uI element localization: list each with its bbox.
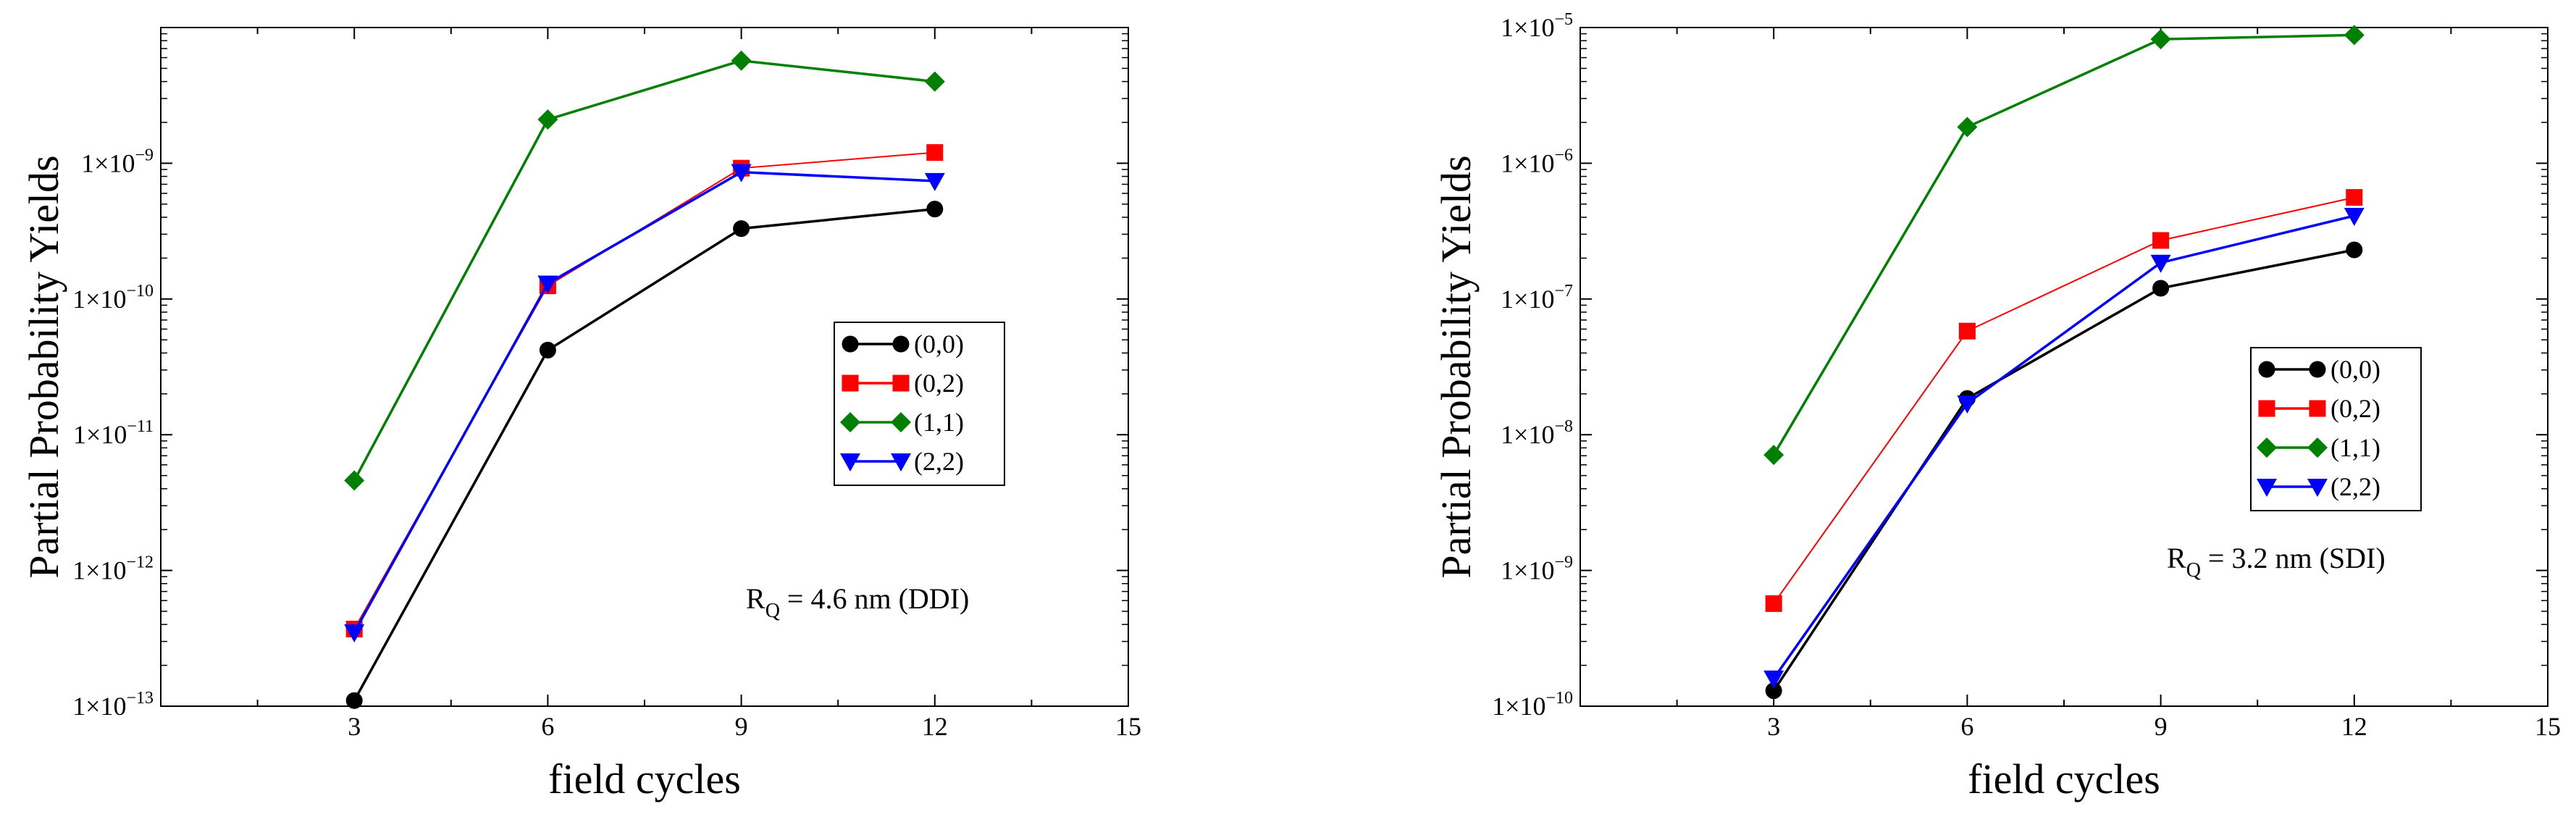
series-line-0 — [1772, 248, 2355, 692]
y-tick-label: 1×10−11 — [73, 417, 154, 449]
legend-label: (0,2) — [2330, 394, 2380, 423]
y-tick-label: 1×10−5 — [1501, 10, 1573, 42]
legend: (0,0) (0,2) (1,1) (2,2) — [834, 322, 1005, 486]
legend-marker — [2307, 437, 2328, 458]
legend-label: (2,2) — [2330, 472, 2380, 501]
x-tick-label: 6 — [541, 712, 554, 741]
legend-marker — [892, 374, 910, 392]
chart-panel-left: 3 6 9 12 15 1×10−13 1×10−12 1×10−11 1×10−10 1×10−… — [20, 27, 1141, 803]
data-point — [2346, 241, 2363, 259]
data-point — [537, 275, 558, 294]
y-tick-label: 1×10−9 — [1501, 553, 1573, 585]
legend-marker — [842, 374, 859, 392]
legend-marker — [2309, 400, 2326, 417]
data-point — [2346, 189, 2363, 206]
y-tick-label: 1×10−10 — [1492, 689, 1573, 721]
y-tick-label: 1×10−8 — [1501, 417, 1573, 449]
legend-label: (1,1) — [2330, 433, 2380, 462]
x-tick-label: 9 — [2155, 712, 2168, 741]
legend-marker — [892, 335, 910, 353]
legend-marker — [2309, 361, 2326, 378]
data-point — [344, 624, 365, 643]
series-line-0 — [353, 207, 935, 702]
data-point — [2152, 280, 2170, 297]
annotation: RQ = 3.2 nm (SDI) — [2167, 542, 2386, 582]
legend-marker — [2258, 400, 2275, 417]
data-point — [2344, 207, 2365, 226]
data-point — [733, 220, 750, 238]
data-point — [924, 71, 945, 92]
legend: (0,0) (0,2) (1,1) (2,2) — [2250, 347, 2422, 511]
data-point — [731, 164, 752, 183]
legend-marker — [842, 335, 859, 353]
x-tick-label: 6 — [1960, 712, 1973, 741]
data-point — [731, 50, 752, 71]
y-axis-title: Partial Probability Yields — [1432, 155, 1480, 578]
data-point — [2152, 232, 2170, 249]
x-axis-title: field cycles — [548, 755, 741, 803]
data-point — [2150, 254, 2171, 273]
x-tick-label: 3 — [1767, 712, 1780, 741]
data-point — [1765, 595, 1782, 612]
x-tick-label: 12 — [2341, 712, 2367, 741]
legend-marker — [891, 412, 911, 432]
data-point — [344, 470, 365, 491]
y-tick-label: 1×10−7 — [1501, 282, 1573, 314]
x-tick-label: 3 — [348, 712, 361, 741]
legend-label: (0,0) — [914, 330, 964, 359]
series-line-3 — [353, 170, 935, 633]
series-line-1 — [1773, 196, 2355, 604]
legend-label: (2,2) — [914, 447, 964, 476]
data-point — [1763, 670, 1784, 689]
y-tick-label: 1×10−9 — [81, 146, 154, 177]
y-tick-label: 1×10−6 — [1501, 146, 1573, 177]
x-tick-label: 15 — [2535, 712, 2561, 741]
annotation: RQ = 4.6 nm (DDI) — [746, 582, 969, 622]
data-point — [2150, 29, 2171, 50]
legend-marker — [840, 453, 860, 472]
y-tick-label: 1×10−12 — [72, 553, 154, 585]
data-point — [1763, 445, 1784, 466]
y-tick-label: 1×10−10 — [72, 282, 154, 314]
legend-label: (0,2) — [914, 369, 964, 398]
data-point — [1957, 395, 1978, 414]
data-point — [924, 172, 945, 191]
legend-marker — [2257, 479, 2277, 497]
data-point — [926, 201, 944, 218]
x-axis-title: field cycles — [1968, 755, 2160, 803]
data-point — [345, 692, 363, 709]
data-point — [537, 109, 558, 130]
x-tick-label: 15 — [1115, 712, 1141, 741]
legend-box — [834, 322, 1005, 486]
series-line-2 — [1772, 33, 2354, 456]
data-point — [926, 144, 944, 162]
legend-marker — [2257, 437, 2277, 458]
legend-marker — [2258, 361, 2275, 378]
y-axis-title: Partial Probability Yields — [20, 155, 67, 578]
legend-marker — [891, 453, 911, 472]
legend-marker — [2307, 479, 2328, 497]
data-point — [1957, 117, 1978, 138]
legend-marker — [840, 412, 860, 432]
legend-label: (1,1) — [914, 408, 964, 437]
series-line-2 — [353, 59, 935, 482]
y-tick-label: 1×10−13 — [72, 689, 154, 721]
x-tick-label: 9 — [735, 712, 748, 741]
legend-label: (0,0) — [2330, 355, 2380, 384]
legend-box — [2250, 347, 2422, 511]
data-point — [1958, 322, 1976, 340]
series-line-3 — [1772, 214, 2355, 679]
chart-panel-right: 3 6 9 12 15 1×10−10 1×10−9 1×10−8 1×10−7 1×10−6 1×… — [1432, 10, 2561, 803]
x-tick-label: 12 — [922, 712, 948, 741]
data-point — [539, 341, 556, 359]
data-point — [2344, 25, 2365, 46]
